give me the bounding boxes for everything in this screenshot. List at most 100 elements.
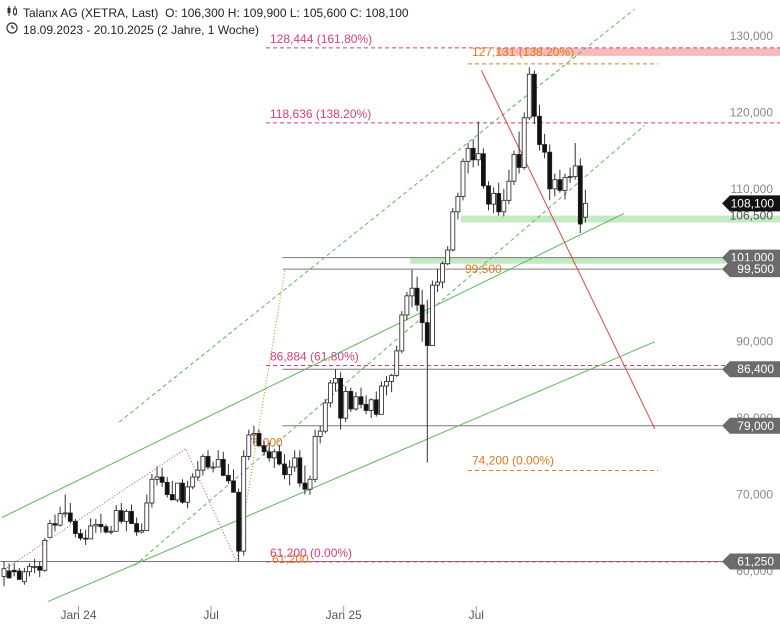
fib-label: 61,200 (0.00%): [270, 546, 352, 560]
candlestick-icon: [6, 5, 18, 20]
candle-body: [78, 533, 83, 539]
candle-body: [149, 478, 155, 504]
candle-body: [333, 377, 338, 384]
x-tick-label: Jan 24: [60, 608, 96, 622]
candle-body: [445, 249, 451, 265]
candle-body: [154, 476, 160, 480]
candle-body: [271, 451, 277, 459]
candle-body: [506, 180, 512, 201]
price-level-badge-shape: [722, 417, 780, 434]
candle-body: [205, 455, 211, 468]
candle-body: [577, 165, 583, 225]
last-price-badge-shape: [722, 195, 780, 212]
candle-body: [429, 284, 435, 346]
candle-body: [282, 463, 287, 476]
fib-label: 118,636 (138.20%): [270, 107, 371, 121]
candle-body: [378, 385, 384, 415]
candle-body: [98, 523, 104, 528]
candle-body: [455, 196, 461, 213]
candle-body: [27, 566, 32, 573]
red-trendline: [480, 70, 656, 430]
price-level-label: 106,500: [730, 209, 774, 223]
candle-body: [460, 160, 466, 197]
candle-body: [317, 430, 323, 437]
candle-body: [368, 399, 374, 411]
candle-body: [409, 287, 415, 297]
price-level-badge-shape: [722, 261, 780, 278]
fib-label: 99,500: [465, 262, 502, 276]
candle-body: [210, 466, 216, 469]
candle-body: [42, 540, 48, 571]
candle-body: [1, 568, 7, 577]
candle-body: [424, 322, 430, 346]
candle-body: [532, 73, 537, 117]
candle-body: [73, 520, 78, 534]
candle-body: [572, 165, 578, 178]
fib-label: 61,200: [272, 552, 309, 566]
candle-body: [220, 459, 226, 476]
candle-body: [174, 482, 180, 501]
candle-body: [404, 295, 410, 316]
candle-body: [16, 570, 22, 580]
fib-label: 127,131 (138.20%): [472, 45, 574, 59]
candle-body: [11, 569, 17, 573]
candle-body: [399, 314, 405, 352]
candle-body: [200, 455, 206, 471]
candle-body: [486, 185, 491, 205]
candle-body: [93, 523, 99, 527]
candle-body: [414, 287, 420, 306]
candle-body: [583, 202, 588, 218]
candle-body: [297, 457, 303, 484]
candle-body: [108, 530, 114, 533]
candle-body: [261, 445, 267, 453]
chart-header-title-row: Talanx AG (XETRA, Last) O: 106,300 H: 10…: [6, 5, 409, 20]
candle-body: [180, 482, 185, 503]
candle-body: [348, 390, 354, 410]
candle-body: [32, 566, 37, 568]
candle-body: [276, 451, 282, 465]
candle-body: [113, 510, 119, 532]
chart-title: Talanx AG (XETRA, Last): [23, 6, 159, 20]
fib-label: 128,444 (161.80%): [270, 32, 372, 46]
candle-body: [292, 457, 298, 468]
fib-swing-line: [1, 447, 238, 572]
price-level-badge: 61,250: [737, 554, 774, 568]
candle-body: [419, 304, 425, 324]
candle-body: [302, 482, 308, 490]
support-zone: [410, 257, 780, 264]
candle-body: [312, 436, 318, 480]
candle-body: [62, 512, 68, 515]
candle-body: [307, 478, 313, 490]
candle-body: [83, 537, 88, 540]
candle-body: [450, 211, 456, 251]
price-level-badge-shape: [722, 553, 780, 570]
candle-body: [52, 523, 58, 526]
fib-label: 86,884 (61.80%): [270, 350, 359, 364]
green-trendline: [47, 341, 655, 603]
candle-body: [144, 502, 150, 531]
y-tick-label: 90,000: [736, 335, 773, 349]
chart-header-range-row: 18.09.2023 - 20.10.2025 (2 Jahre, 1 Woch…: [6, 22, 259, 37]
candle-body: [475, 153, 481, 161]
candle-body: [124, 510, 129, 522]
candle-body: [501, 199, 507, 213]
candle-body: [389, 374, 395, 382]
x-tick-label: Jan 25: [326, 608, 362, 622]
green-trendline: [118, 8, 635, 423]
candle-body: [526, 73, 532, 119]
candle-body: [373, 399, 379, 415]
candle-body: [547, 151, 553, 190]
candle-body: [394, 350, 400, 376]
candle-body: [169, 494, 175, 501]
y-tick-label: 70,000: [736, 488, 773, 502]
y-tick-label: 120,000: [730, 105, 774, 119]
support-zone: [461, 215, 780, 223]
candle-body: [358, 396, 364, 405]
x-tick-label: Jul: [203, 608, 218, 622]
candle-body: [440, 263, 446, 283]
candle-body: [511, 154, 517, 182]
green-trendline: [1, 212, 625, 518]
candle-body: [343, 390, 349, 419]
candle-body: [470, 147, 476, 161]
